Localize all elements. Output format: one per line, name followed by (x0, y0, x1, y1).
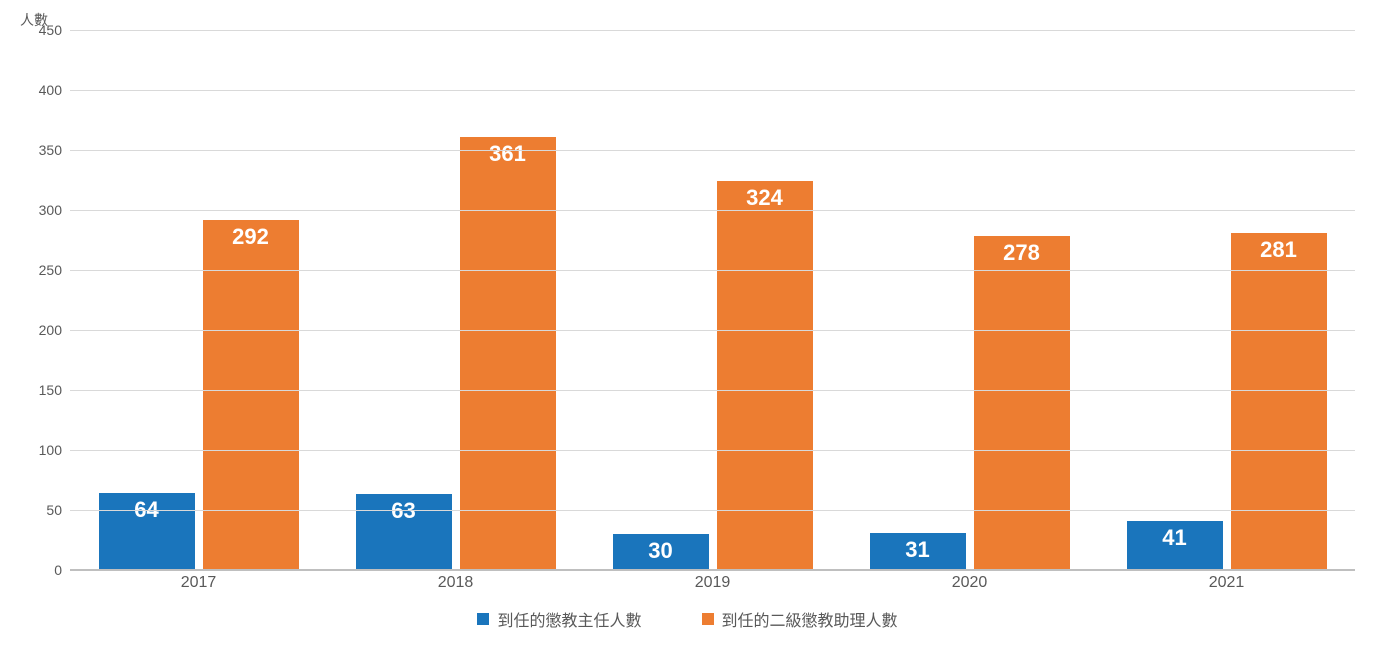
chart-container: 人數 6429263361303243127841281 05010015020… (10, 10, 1365, 635)
bar: 64 (99, 493, 195, 570)
legend-label: 到任的懲教主任人數 (497, 607, 641, 631)
bar: 361 (460, 137, 556, 570)
x-tick-label: 2018 (438, 574, 474, 592)
bar-value-label: 361 (460, 141, 556, 167)
y-tick-label: 150 (22, 382, 62, 398)
legend-label: 到任的二級懲教助理人數 (722, 607, 898, 631)
bar: 63 (356, 494, 452, 570)
x-axis-labels: 2017 2018 2019 2020 2021 (70, 574, 1355, 596)
bar: 281 (1231, 233, 1327, 570)
category-group: 31 278 (870, 30, 1070, 570)
bar-value-label: 63 (356, 498, 452, 524)
legend-swatch (702, 613, 714, 625)
x-tick-label: 2021 (1209, 574, 1245, 592)
category-group: 64 292 (99, 30, 299, 570)
bar-value-label: 278 (974, 240, 1070, 266)
grid-line (70, 90, 1355, 91)
grid-line (70, 270, 1355, 271)
y-tick-label: 400 (22, 82, 62, 98)
bar-value-label: 41 (1127, 525, 1223, 551)
category-group: 63 361 (356, 30, 556, 570)
x-tick-label: 2020 (952, 574, 988, 592)
y-tick-label: 200 (22, 322, 62, 338)
y-tick-label: 450 (22, 22, 62, 38)
bar-value-label: 31 (870, 537, 966, 563)
bar-value-label: 324 (717, 185, 813, 211)
bar-value-label: 30 (613, 538, 709, 564)
y-tick-label: 50 (22, 502, 62, 518)
legend-item: 到任的懲教主任人數 (477, 607, 641, 631)
bars-layer: 64 292 63 361 30 324 31 278 41 281 (70, 30, 1355, 570)
bar: 30 (613, 534, 709, 570)
y-tick-label: 100 (22, 442, 62, 458)
grid-line (70, 390, 1355, 391)
grid-line (70, 210, 1355, 211)
y-tick-label: 300 (22, 202, 62, 218)
y-tick-label: 0 (22, 562, 62, 578)
legend-swatch (477, 613, 489, 625)
y-tick-label: 250 (22, 262, 62, 278)
x-tick-label: 2019 (695, 574, 731, 592)
bar: 324 (717, 181, 813, 570)
bar: 31 (870, 533, 966, 570)
bar-value-label: 281 (1231, 237, 1327, 263)
bar: 41 (1127, 521, 1223, 570)
grid-line (70, 330, 1355, 331)
grid-line (70, 30, 1355, 31)
bar: 292 (203, 220, 299, 570)
grid-line (70, 450, 1355, 451)
x-tick-label: 2017 (181, 574, 217, 592)
grid-line (70, 570, 1355, 571)
grid-line (70, 510, 1355, 511)
y-tick-label: 350 (22, 142, 62, 158)
plot-area: 6429263361303243127841281 05010015020025… (70, 30, 1355, 570)
legend-item: 到任的二級懲教助理人數 (702, 607, 898, 631)
category-group: 41 281 (1127, 30, 1327, 570)
bar: 278 (974, 236, 1070, 570)
category-group: 30 324 (613, 30, 813, 570)
legend: 到任的懲教主任人數 到任的二級懲教助理人數 (10, 607, 1365, 631)
bar-value-label: 292 (203, 224, 299, 250)
grid-line (70, 150, 1355, 151)
